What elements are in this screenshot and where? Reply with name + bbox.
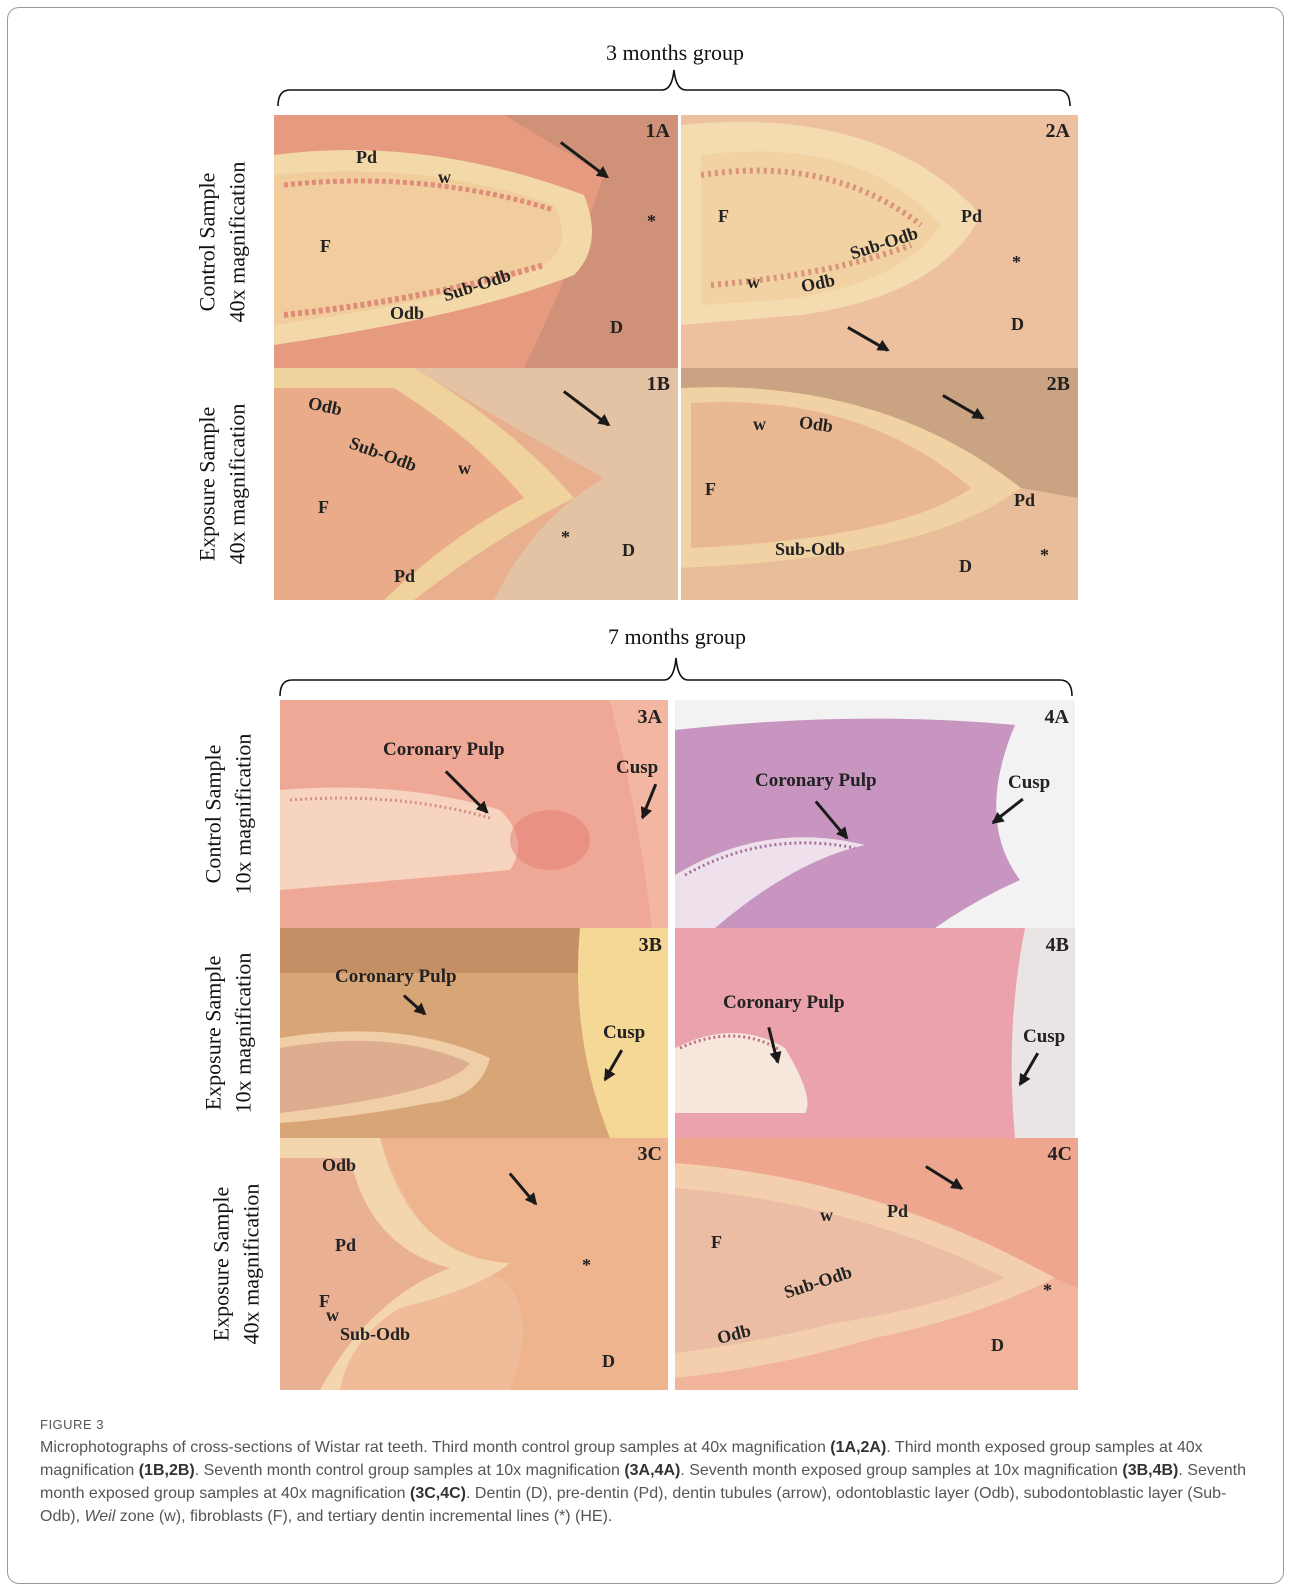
label-w: w [820, 1205, 833, 1225]
panel-id-3B: 3B [638, 934, 662, 956]
label-pd: Pd [961, 206, 983, 226]
label-d: D [610, 317, 623, 337]
label-coronary-pulp: Coronary Pulp [383, 739, 505, 760]
label-d: D [602, 1351, 615, 1371]
panel-id-1B: 1B [646, 373, 670, 395]
row-label-control-40x-3m: Control Sample 40x magnification [194, 161, 249, 322]
label-pd: Pd [335, 1235, 357, 1255]
panel-3B: 3B Coronary Pulp Cusp [280, 928, 668, 1138]
label-w: w [438, 167, 451, 187]
panel-id-3A: 3A [637, 706, 662, 728]
panel-4B: 4B Coronary Pulp Cusp [675, 928, 1075, 1138]
micrograph-2A [681, 115, 1078, 368]
brace-7-months [279, 657, 1073, 697]
label-asterisk: * [582, 1255, 591, 1275]
label-sub-odb: Sub-Odb [340, 1324, 411, 1344]
panel-1B: 1B Odb Sub-Odb w F * D Pd [274, 368, 678, 600]
panel-3A: 3A Coronary Pulp Cusp [280, 700, 668, 928]
panel-4A: 4A Coronary Pulp Cusp [675, 700, 1075, 928]
panel-id-2B: 2B [1046, 373, 1070, 395]
panel-id-3C: 3C [637, 1143, 662, 1165]
panel-id-1A: 1A [645, 120, 670, 142]
label-d: D [622, 540, 635, 560]
panel-3C: 3C Odb Pd * F w Sub-Odb D [280, 1138, 668, 1390]
label-d: D [1011, 314, 1024, 334]
micrograph-3C [280, 1138, 668, 1390]
row-label-exposure-40x-3m: Exposure Sample 40x magnification [194, 403, 249, 565]
group-title-3-months: 3 months group [605, 40, 745, 65]
micrograph-4C [675, 1138, 1078, 1390]
panel-id-4A: 4A [1044, 706, 1069, 728]
label-asterisk: * [1043, 1280, 1052, 1300]
label-d: D [991, 1335, 1004, 1355]
panel-1A: 1A Pd w * F Sub-Odb Odb D [274, 115, 678, 368]
label-f: F [718, 206, 729, 226]
label-w: w [753, 414, 766, 434]
label-cusp: Cusp [616, 757, 659, 778]
label-pd: Pd [1014, 490, 1036, 510]
panel-4C: 4C w Pd F Sub-Odb * Odb D [675, 1138, 1078, 1390]
micrograph-3B [280, 928, 668, 1138]
label-coronary-pulp: Coronary Pulp [755, 770, 877, 791]
label-f: F [705, 479, 716, 499]
label-w: w [326, 1305, 339, 1325]
label-f: F [320, 236, 331, 256]
panel-id-2A: 2A [1045, 120, 1070, 142]
label-sub-odb: Sub-Odb [775, 539, 846, 559]
micrograph-4A [675, 700, 1075, 928]
micrograph-1B [274, 368, 678, 600]
label-pd: Pd [394, 566, 416, 586]
label-odb: Odb [322, 1155, 357, 1175]
label-odb: Odb [390, 303, 425, 323]
figure-label: FIGURE 3 [40, 1417, 104, 1432]
micrograph-3A [280, 700, 668, 928]
label-cusp: Cusp [1023, 1026, 1066, 1047]
label-d: D [959, 556, 972, 576]
label-coronary-pulp: Coronary Pulp [723, 992, 845, 1013]
figure-caption: Microphotographs of cross-sections of Wi… [40, 1439, 1246, 1525]
figure-frame [7, 7, 1284, 1584]
micrograph-4B [675, 928, 1075, 1138]
label-w: w [458, 458, 471, 478]
row-label-exposure-40x-7m: Exposure Sample 40x magnification [208, 1183, 263, 1345]
label-pd: Pd [356, 147, 378, 167]
label-odb: Odb [797, 411, 835, 437]
label-f: F [318, 497, 329, 517]
micrograph-2B [681, 368, 1078, 600]
label-cusp: Cusp [1008, 772, 1051, 793]
brace-3-months [277, 69, 1071, 107]
label-cusp: Cusp [603, 1022, 646, 1043]
label-asterisk: * [1012, 252, 1021, 272]
panel-id-4C: 4C [1047, 1143, 1072, 1165]
panel-2B: 2B w Odb F Pd Sub-Odb D * [681, 368, 1078, 600]
label-asterisk: * [647, 211, 656, 231]
label-asterisk: * [561, 527, 570, 547]
label-pd: Pd [887, 1201, 909, 1221]
micrograph-1A [274, 115, 678, 368]
group-title-7-months: 7 months group [607, 624, 747, 649]
label-w: w [747, 272, 760, 292]
label-asterisk: * [1040, 545, 1049, 565]
row-label-exposure-10x-7m: Exposure Sample 10x magnification [200, 952, 255, 1114]
row-label-control-10x-7m: Control Sample 10x magnification [200, 733, 255, 895]
label-f: F [711, 1232, 722, 1252]
label-f: F [319, 1291, 330, 1311]
panel-id-4B: 4B [1045, 934, 1069, 956]
label-coronary-pulp: Coronary Pulp [335, 966, 457, 987]
panel-2A: 2A F Pd Sub-Odb * w Odb D [681, 115, 1078, 368]
